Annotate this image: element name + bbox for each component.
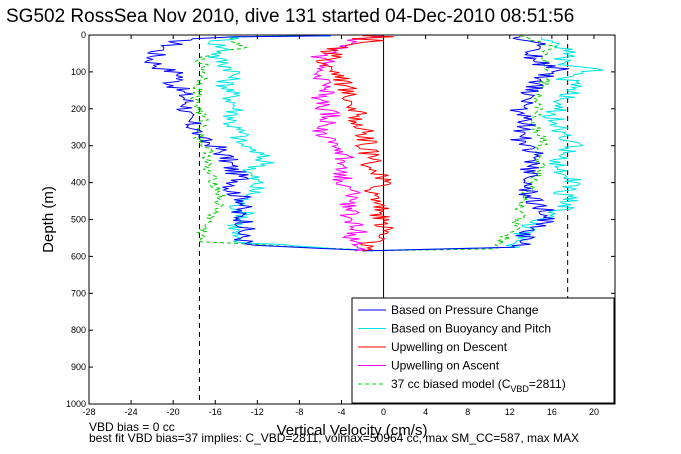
y-tick-label: 900 xyxy=(71,362,86,372)
series-5-ascent-line xyxy=(362,35,558,252)
legend-label-1: Based on Pressure Change xyxy=(391,303,539,317)
legend-box xyxy=(351,297,615,404)
y-tick-label: 500 xyxy=(71,215,86,225)
y-tick-label: 300 xyxy=(71,141,86,151)
series-1-descent-line xyxy=(143,35,363,251)
y-axis-ticks: 0 100 200 300 400 500 600 700 800 900 1000 xyxy=(66,30,615,409)
legend-label-2: Based on Buoyancy and Pitch xyxy=(391,322,551,336)
footer-line-2: best fit VBD bias=37 implies: C_VBD=2811… xyxy=(89,431,580,445)
series-layer xyxy=(143,35,604,252)
legend-label-5: 37 cc biased model (CVBD=2811) xyxy=(391,377,566,394)
legend: Based on Pressure Change Based on Buoyanc… xyxy=(351,297,615,404)
legend-label-4: Upwelling on Ascent xyxy=(391,359,500,373)
series-5-descent-line xyxy=(189,35,363,251)
x-tick-label: -20 xyxy=(167,407,180,417)
x-axis-label: Vertical Velocity (cm/s) xyxy=(277,422,428,439)
x-tick-label: -4 xyxy=(337,407,345,417)
y-tick-label: 600 xyxy=(71,251,86,261)
x-tick-label: 4 xyxy=(423,407,428,417)
y-tick-label: 700 xyxy=(71,288,86,298)
x-axis-ticks: -28 -24 -20 -16 -12 -8 -4 0 4 8 12 16 20 xyxy=(82,35,599,417)
x-tick-label: -16 xyxy=(209,407,222,417)
y-tick-label: 0 xyxy=(81,30,86,40)
y-tick-label: 200 xyxy=(71,104,86,114)
series-1-ascent-line xyxy=(362,36,569,252)
footer-line-1: VBD bias = 0 cc xyxy=(89,420,175,434)
chart-title: SG502 RossSea Nov 2010, dive 131 started… xyxy=(6,6,574,27)
series-3-line xyxy=(315,35,395,252)
series-2-descent-line xyxy=(207,35,363,251)
y-tick-label: 1000 xyxy=(66,399,86,409)
legend-label-3: Upwelling on Descent xyxy=(391,340,508,354)
x-tick-label: -28 xyxy=(82,407,95,417)
y-tick-label: 800 xyxy=(71,325,86,335)
series-4-line xyxy=(310,35,384,252)
x-tick-label: -12 xyxy=(251,407,264,417)
x-tick-label: 0 xyxy=(381,407,386,417)
x-tick-label: 12 xyxy=(505,407,515,417)
y-axis-label: Depth (m) xyxy=(40,186,57,253)
series-2-ascent-line xyxy=(362,36,604,252)
legend-items: Based on Pressure Change Based on Buoyanc… xyxy=(358,303,566,394)
y-tick-label: 100 xyxy=(71,67,86,77)
x-tick-label: 16 xyxy=(547,407,557,417)
x-tick-label: -24 xyxy=(125,407,138,417)
x-tick-label: -8 xyxy=(295,407,303,417)
x-tick-label: 8 xyxy=(465,407,470,417)
x-tick-label: 20 xyxy=(589,407,599,417)
y-tick-label: 400 xyxy=(71,178,86,188)
